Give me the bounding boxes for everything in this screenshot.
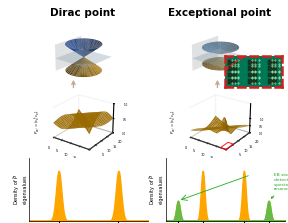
Y-axis label: x': x'	[123, 165, 127, 169]
FancyBboxPatch shape	[268, 60, 277, 65]
Text: EB states
detectable as
special circuit
resonances: EB states detectable as special circuit …	[271, 173, 288, 198]
FancyBboxPatch shape	[248, 66, 257, 71]
X-axis label: x: x	[190, 172, 192, 176]
X-axis label: x: x	[53, 172, 55, 176]
FancyBboxPatch shape	[228, 73, 237, 77]
FancyBboxPatch shape	[268, 73, 277, 77]
FancyBboxPatch shape	[228, 60, 237, 65]
FancyBboxPatch shape	[228, 66, 237, 71]
Y-axis label: Density of $\bar{P}$
eigenvalues: Density of $\bar{P}$ eigenvalues	[148, 174, 164, 205]
FancyBboxPatch shape	[228, 79, 237, 84]
Y-axis label: Density of $\bar{P}$
eigenvalues: Density of $\bar{P}$ eigenvalues	[12, 174, 27, 205]
FancyBboxPatch shape	[268, 79, 277, 84]
Text: $P_{xx'} = \langle c^\dagger_x c_{x'}\rangle$: $P_{xx'} = \langle c^\dagger_x c_{x'}\ra…	[32, 109, 43, 134]
FancyBboxPatch shape	[248, 73, 257, 77]
FancyBboxPatch shape	[248, 60, 257, 65]
FancyBboxPatch shape	[268, 66, 277, 71]
Text: $P_{xx'} = \langle c^\dagger_x c_{x'}\rangle$: $P_{xx'} = \langle c^\dagger_x c_{x'}\ra…	[169, 109, 179, 134]
FancyBboxPatch shape	[248, 79, 257, 84]
Text: Exceptional point: Exceptional point	[168, 8, 271, 18]
Text: Dirac point: Dirac point	[50, 8, 115, 18]
Y-axis label: x': x'	[260, 165, 264, 169]
